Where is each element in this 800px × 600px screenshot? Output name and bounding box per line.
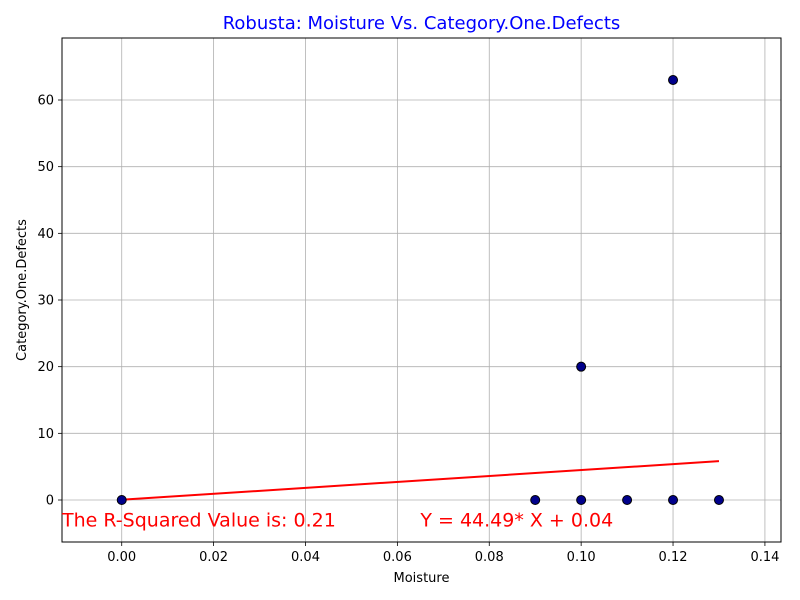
annotation-text: Y = 44.49* X + 0.04 (419, 510, 613, 532)
y-tick-label: 0 (46, 494, 54, 509)
x-tick-label: 0.12 (659, 550, 688, 565)
scatter-point (576, 361, 587, 372)
scatter-point (576, 495, 587, 505)
chart-title: Robusta: Moisture Vs. Category.One.Defec… (223, 13, 621, 34)
x-tick-label: 0.02 (199, 550, 228, 565)
annotations: The R-Squared Value is: 0.21 Y = 44.49* X… (61, 510, 613, 532)
y-axis: 0 10 20 30 40 50 60 (37, 94, 62, 509)
x-tick-label: 0.00 (107, 550, 136, 565)
annotation-text: The R-Squared Value is: 0.21 (61, 510, 336, 532)
points-layer (116, 75, 724, 505)
y-tick-label: 10 (37, 427, 54, 442)
y-tick-label: 60 (37, 94, 54, 109)
scatter-point (622, 495, 633, 505)
x-tick-label: 0.10 (567, 550, 596, 565)
y-tick-label: 50 (37, 160, 54, 175)
y-tick-label: 30 (37, 294, 54, 309)
scatter-point (668, 495, 679, 505)
x-tick-label: 0.06 (383, 550, 412, 565)
scatter-point (116, 495, 127, 505)
x-axis-label: Moisture (394, 571, 450, 586)
grid (62, 38, 781, 542)
plot-frame (61, 37, 782, 543)
scatter-point (713, 495, 724, 505)
scatter-point (530, 495, 541, 505)
y-axis-label: Category.One.Defects (15, 219, 30, 361)
x-axis: 0.00 0.02 0.04 0.06 0.08 0.10 0.12 0.14 (107, 542, 779, 565)
y-tick-label: 40 (37, 227, 54, 242)
regression-line (121, 460, 720, 501)
x-tick-label: 0.04 (291, 550, 320, 565)
regression-layer (121, 460, 720, 501)
y-tick-label: 20 (37, 360, 54, 375)
scatter-point (668, 75, 679, 85)
x-tick-label: 0.14 (750, 550, 779, 565)
x-tick-label: 0.08 (475, 550, 504, 565)
